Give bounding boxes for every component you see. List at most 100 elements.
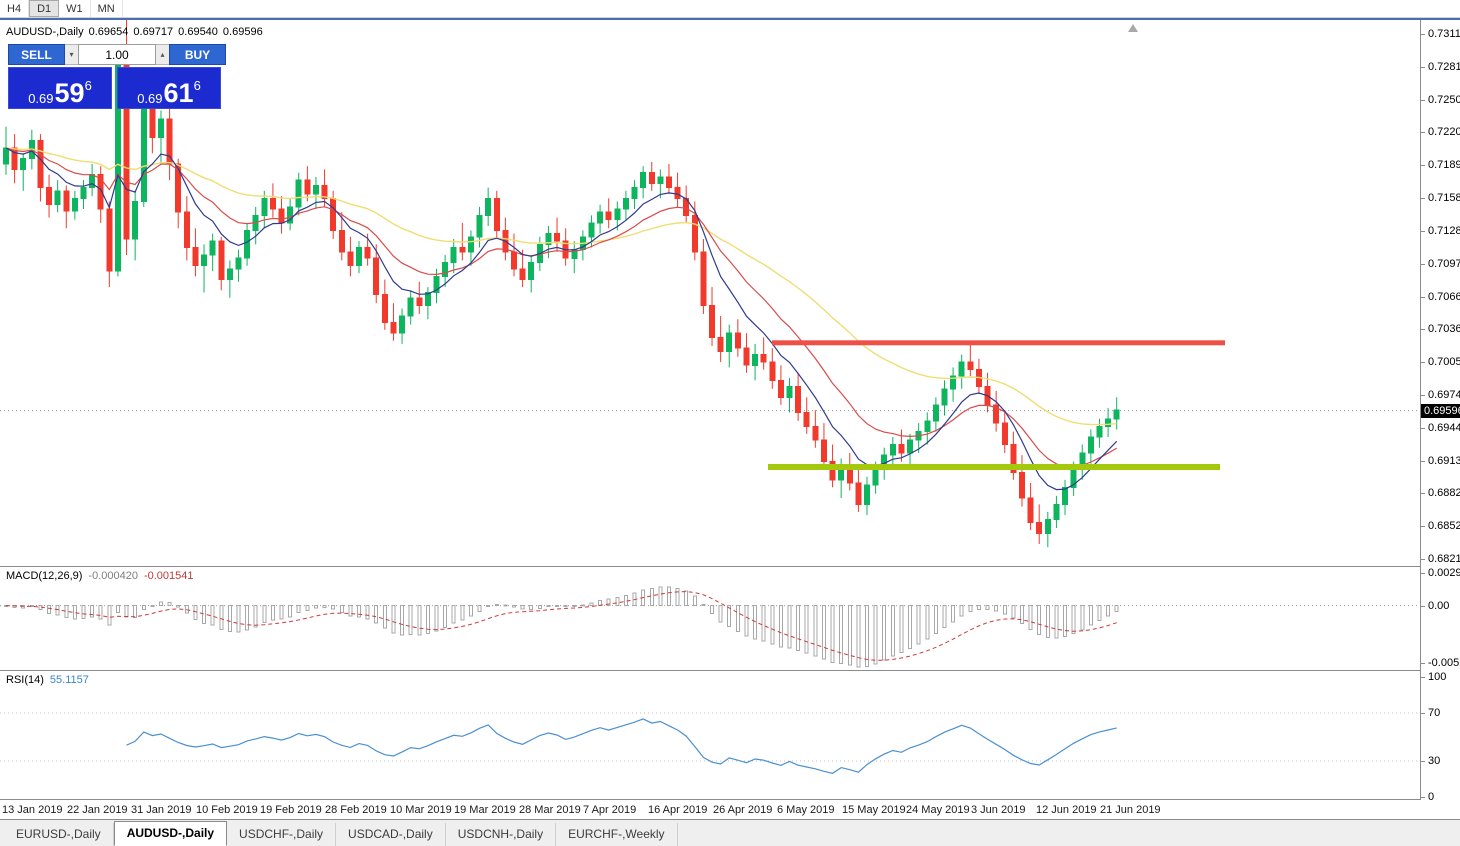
- date-axis-label: 7 Apr 2019: [583, 804, 637, 816]
- price-axis-tick: [1421, 100, 1425, 101]
- macd-signal-value: -0.001541: [143, 570, 194, 582]
- volume-increase-button[interactable]: ▴: [156, 44, 169, 65]
- macd-axis-tick: [1421, 573, 1425, 574]
- sell-button[interactable]: SELL: [8, 44, 65, 65]
- date-axis-label: 16 Apr 2019: [648, 804, 708, 816]
- macd-name: MACD(12,26,9): [6, 570, 83, 582]
- pane-separator[interactable]: [0, 799, 1460, 800]
- macd-subwindow[interactable]: [0, 567, 1420, 670]
- date-axis-label: 12 Jun 2019: [1036, 804, 1097, 816]
- date-axis-label: 28 Mar 2019: [519, 804, 581, 816]
- chart-tab-audusd[interactable]: AUDUSD-,Daily: [113, 821, 228, 846]
- price-axis-label: 0.70665: [1428, 291, 1460, 303]
- volume-input[interactable]: 1.00: [78, 44, 156, 65]
- pane-separator[interactable]: [0, 566, 1460, 567]
- price-axis-label: 0.71895: [1428, 159, 1460, 171]
- timeframe-button-w1[interactable]: W1: [59, 0, 91, 17]
- rsi-axis-label: 70: [1428, 707, 1441, 719]
- price-axis-label: 0.69745: [1428, 389, 1460, 401]
- price-axis-tick: [1421, 34, 1425, 35]
- one-click-trading-panel: SELL ▾ 1.00 ▴ BUY 0.69 59 6 0.69 61 6: [8, 44, 226, 109]
- macd-axis-label: 0.00: [1428, 600, 1450, 612]
- chart-symbol-period: AUDUSD-,Daily: [6, 26, 84, 38]
- date-axis-label: 10 Mar 2019: [390, 804, 452, 816]
- price-chart-canvas[interactable]: [0, 20, 1420, 566]
- price-axis-label: 0.72505: [1428, 94, 1460, 106]
- timeframe-toolbar: H4 D1 W1 MN: [0, 0, 1460, 18]
- chart-tab-usdchf[interactable]: USDCHF-,Daily: [227, 823, 337, 846]
- rsi-indicator-label: RSI(14) 55.1157: [6, 674, 89, 686]
- sell-quote-button[interactable]: 0.69 59 6: [8, 67, 112, 109]
- chart-title: AUDUSD-,Daily 0.69654 0.69717 0.69540 0.6959…: [6, 26, 268, 38]
- macd-axis-tick: [1421, 663, 1425, 664]
- rsi-line: [126, 718, 1117, 774]
- volume-decrease-button[interactable]: ▾: [65, 44, 78, 65]
- sell-price-pipette: 6: [84, 78, 92, 93]
- pane-separator[interactable]: [0, 670, 1460, 671]
- rsi-value: 55.1157: [49, 674, 89, 686]
- macd-main-value: -0.000420: [88, 570, 138, 582]
- date-axis[interactable]: 13 Jan 2019 22 Jan 2019 31 Jan 2019 10 Feb …: [0, 800, 1420, 819]
- rsi-axis-tick: [1421, 797, 1425, 798]
- price-axis-tick: [1421, 264, 1425, 265]
- date-axis-label: 19 Mar 2019: [454, 804, 516, 816]
- rsi-subwindow[interactable]: [0, 671, 1420, 800]
- timeframe-button-d1[interactable]: D1: [29, 0, 60, 17]
- macd-axis-label: 0.002984: [1428, 567, 1460, 579]
- chart-tab-usdcad[interactable]: USDCAD-,Daily: [336, 823, 446, 846]
- timeframe-button-mn[interactable]: MN: [91, 0, 123, 17]
- date-axis-label: 6 May 2019: [777, 804, 835, 816]
- chart-tab-usdcnh[interactable]: USDCNH-,Daily: [446, 823, 557, 846]
- date-axis-label: 24 May 2019: [906, 804, 970, 816]
- chart-tab-eurchf[interactable]: EURCHF-,Weekly: [556, 823, 678, 846]
- date-axis-label: 26 Apr 2019: [713, 804, 773, 816]
- sell-price-prefix: 0.69: [28, 91, 54, 106]
- price-axis-tick: [1421, 329, 1425, 330]
- rsi-axis-label: 100: [1428, 671, 1447, 683]
- ohlc-high: 0.69717: [133, 26, 174, 38]
- price-axis-tick: [1421, 231, 1425, 232]
- price-axis-label: 0.71585: [1428, 192, 1460, 204]
- price-axis-tick: [1421, 362, 1425, 363]
- buy-quote-button[interactable]: 0.69 61 6: [117, 67, 221, 109]
- sell-price-big: 59: [54, 78, 85, 109]
- rsi-axis-label: 0: [1428, 791, 1435, 803]
- buy-button[interactable]: BUY: [169, 44, 226, 65]
- price-axis-label: 0.68825: [1428, 487, 1460, 499]
- date-axis-label: 10 Feb 2019: [196, 804, 258, 816]
- price-axis-label: 0.73115: [1428, 28, 1460, 40]
- date-axis-label: 28 Feb 2019: [325, 804, 387, 816]
- chart-tab-eurusd[interactable]: EURUSD-,Daily: [4, 823, 114, 846]
- buy-price-prefix: 0.69: [137, 91, 163, 106]
- date-axis-label: 21 Jun 2019: [1100, 804, 1161, 816]
- current-price-badge: 0.69596: [1421, 404, 1460, 418]
- macd-signal-line: [5, 591, 1117, 661]
- price-axis-tick: [1421, 198, 1425, 199]
- price-axis-tick: [1421, 493, 1425, 494]
- timeframe-button-h4[interactable]: H4: [0, 0, 30, 17]
- rsi-axis-tick: [1421, 713, 1425, 714]
- price-axis-tick: [1421, 461, 1425, 462]
- window-accent-line: [0, 18, 1460, 20]
- ohlc-low: 0.69540: [178, 26, 218, 38]
- ohlc-close: 0.69596: [222, 26, 263, 38]
- buy-price-big: 61: [163, 78, 194, 109]
- support-line: [768, 464, 1220, 470]
- macd-axis-tick: [1421, 606, 1425, 607]
- buy-price-pipette: 6: [193, 78, 201, 93]
- trade-controls-row: SELL ▾ 1.00 ▴ BUY: [8, 44, 226, 65]
- chart-window: AUDUSD-,Daily 0.69654 0.69717 0.69540 0.6959…: [0, 20, 1460, 819]
- date-axis-label: 22 Jan 2019: [67, 804, 128, 816]
- price-axis-tick: [1421, 428, 1425, 429]
- price-axis-tick: [1421, 297, 1425, 298]
